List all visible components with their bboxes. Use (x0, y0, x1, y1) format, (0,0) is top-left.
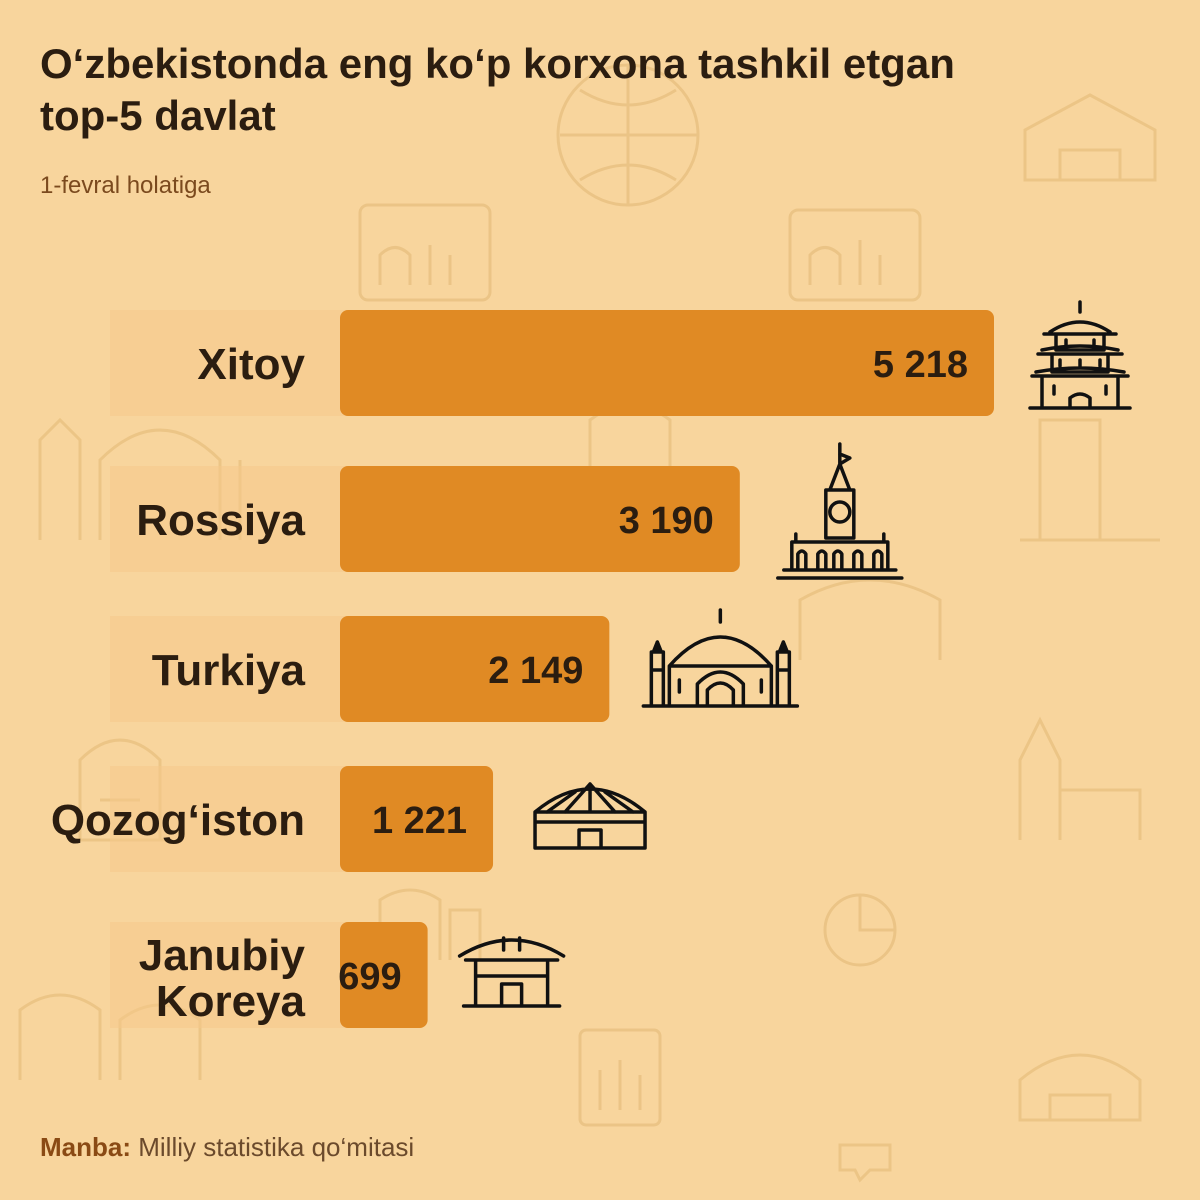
category-label: Rossiya (136, 496, 305, 545)
bar (340, 766, 494, 872)
value-label: 2 149 (488, 650, 583, 692)
category-label: Turkiya (152, 646, 306, 695)
value-label: 5 218 (873, 344, 968, 386)
value-label: 3 190 (619, 500, 714, 542)
category-label: Qozog‘iston (51, 796, 305, 845)
value-label: 699 (338, 956, 401, 998)
yurt-icon (533, 782, 647, 850)
bar (340, 310, 994, 416)
mosque-icon (641, 608, 800, 708)
chart-title: O‘zbekistonda eng ko‘p korxona tashkil e… (40, 40, 955, 139)
source-note: Manba: Milliy statistika qo‘mitasi (40, 1132, 414, 1163)
label-backdrop (110, 922, 348, 1028)
bar (340, 616, 610, 722)
category-label: Xitoy (197, 340, 305, 389)
label-backdrop (110, 466, 348, 572)
bar (340, 466, 740, 572)
category-label: Janubiy Koreya (139, 931, 306, 1026)
bar (340, 922, 428, 1028)
chart-subtitle: 1-fevral holatiga (40, 172, 211, 199)
chinese-pagoda-icon (1028, 300, 1132, 410)
label-backdrop (110, 766, 348, 872)
korean-gate-icon (457, 936, 566, 1008)
source-label: Manba: (40, 1132, 131, 1162)
source-text: Milliy statistika qo‘mitasi (138, 1132, 415, 1162)
label-backdrop (110, 616, 348, 722)
label-backdrop (110, 310, 348, 416)
kremlin-tower-icon (776, 442, 904, 580)
value-label: 1 221 (372, 800, 467, 842)
